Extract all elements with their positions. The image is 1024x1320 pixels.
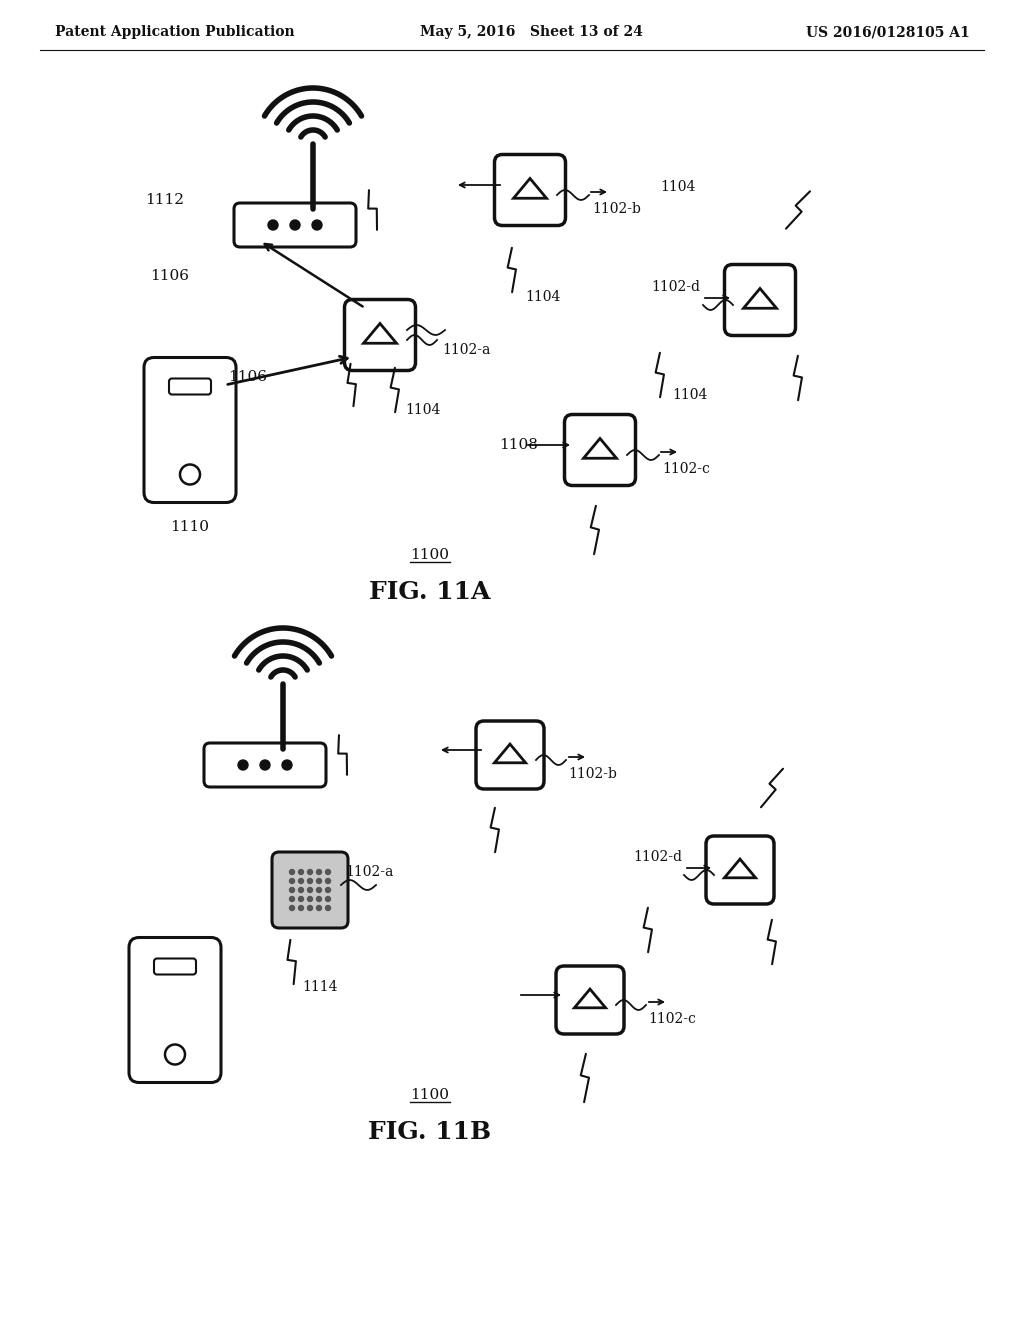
FancyBboxPatch shape xyxy=(476,721,544,789)
Text: 1106: 1106 xyxy=(228,370,267,384)
Circle shape xyxy=(326,896,331,902)
Circle shape xyxy=(307,906,312,911)
Text: 1104: 1104 xyxy=(672,388,708,403)
Text: 1104: 1104 xyxy=(660,180,695,194)
Polygon shape xyxy=(574,989,605,1007)
Circle shape xyxy=(326,870,331,874)
Text: 1102-b: 1102-b xyxy=(568,767,616,781)
FancyBboxPatch shape xyxy=(144,358,236,503)
FancyBboxPatch shape xyxy=(272,851,348,928)
Circle shape xyxy=(299,887,303,892)
Circle shape xyxy=(299,870,303,874)
Circle shape xyxy=(316,906,322,911)
Text: 1102-a: 1102-a xyxy=(345,865,393,879)
Circle shape xyxy=(290,906,295,911)
FancyBboxPatch shape xyxy=(725,264,796,335)
Circle shape xyxy=(316,887,322,892)
Circle shape xyxy=(290,887,295,892)
Circle shape xyxy=(316,896,322,902)
Circle shape xyxy=(290,220,300,230)
Circle shape xyxy=(312,220,322,230)
Polygon shape xyxy=(724,859,756,878)
Circle shape xyxy=(299,896,303,902)
Polygon shape xyxy=(513,178,547,198)
Circle shape xyxy=(238,760,248,770)
Text: 1102-c: 1102-c xyxy=(648,1012,696,1026)
Text: 1106: 1106 xyxy=(150,269,189,284)
Circle shape xyxy=(307,896,312,902)
Circle shape xyxy=(290,896,295,902)
Circle shape xyxy=(268,220,278,230)
Circle shape xyxy=(316,870,322,874)
Text: 1114: 1114 xyxy=(302,979,338,994)
Circle shape xyxy=(307,879,312,883)
Text: 1102-a: 1102-a xyxy=(442,343,490,356)
FancyBboxPatch shape xyxy=(204,743,326,787)
FancyBboxPatch shape xyxy=(495,154,565,226)
Circle shape xyxy=(260,760,270,770)
FancyBboxPatch shape xyxy=(564,414,636,486)
Circle shape xyxy=(180,465,200,484)
Circle shape xyxy=(326,887,331,892)
Text: 1100: 1100 xyxy=(411,548,450,562)
Circle shape xyxy=(282,760,292,770)
Text: 1102-d: 1102-d xyxy=(633,850,682,865)
Text: May 5, 2016   Sheet 13 of 24: May 5, 2016 Sheet 13 of 24 xyxy=(420,25,643,40)
FancyBboxPatch shape xyxy=(169,379,211,395)
Polygon shape xyxy=(364,323,396,343)
FancyBboxPatch shape xyxy=(154,958,196,974)
Circle shape xyxy=(299,879,303,883)
Polygon shape xyxy=(743,289,776,309)
Text: 1102-b: 1102-b xyxy=(592,202,641,216)
FancyBboxPatch shape xyxy=(706,836,774,904)
Circle shape xyxy=(326,906,331,911)
FancyBboxPatch shape xyxy=(129,937,221,1082)
Circle shape xyxy=(165,1044,185,1064)
Text: 1102-d: 1102-d xyxy=(651,280,700,294)
Circle shape xyxy=(299,906,303,911)
Circle shape xyxy=(307,870,312,874)
Text: Patent Application Publication: Patent Application Publication xyxy=(55,25,295,40)
Circle shape xyxy=(316,879,322,883)
Text: FIG. 11A: FIG. 11A xyxy=(370,579,490,605)
FancyBboxPatch shape xyxy=(344,300,416,371)
Text: 1110: 1110 xyxy=(170,520,209,535)
Circle shape xyxy=(290,870,295,874)
Text: 1102-c: 1102-c xyxy=(662,462,710,477)
Text: FIG. 11B: FIG. 11B xyxy=(369,1119,492,1144)
Polygon shape xyxy=(584,438,616,458)
Circle shape xyxy=(326,879,331,883)
Text: 1108: 1108 xyxy=(499,438,538,451)
Text: 1104: 1104 xyxy=(406,403,440,417)
FancyBboxPatch shape xyxy=(234,203,356,247)
Polygon shape xyxy=(495,744,525,763)
FancyBboxPatch shape xyxy=(556,966,624,1034)
Text: 1100: 1100 xyxy=(411,1088,450,1102)
Text: US 2016/0128105 A1: US 2016/0128105 A1 xyxy=(806,25,970,40)
Text: 1104: 1104 xyxy=(525,290,560,304)
Circle shape xyxy=(307,887,312,892)
Circle shape xyxy=(290,879,295,883)
Text: 1112: 1112 xyxy=(145,193,184,207)
